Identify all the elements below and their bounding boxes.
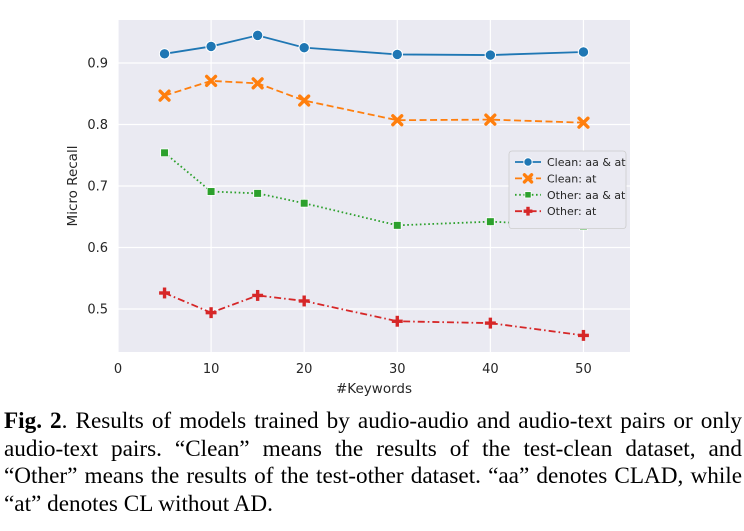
figure-label: Fig. 2 (4, 408, 62, 434)
data-point (391, 48, 403, 61)
data-point (577, 329, 589, 341)
data-point (391, 315, 403, 327)
y-tick-label: 0.9 (87, 57, 108, 72)
x-axis-title: #Keywords (336, 381, 412, 397)
data-point (252, 289, 264, 301)
y-tick-label: 0.6 (87, 241, 108, 256)
data-point (299, 198, 309, 208)
legend-swatch-marker (524, 191, 532, 199)
data-point (205, 307, 217, 319)
data-point (158, 48, 171, 60)
data-point (298, 41, 310, 54)
data-point (484, 317, 496, 329)
data-point (251, 29, 264, 42)
data-point (251, 77, 264, 90)
legend-box (508, 150, 627, 229)
data-point (159, 287, 171, 299)
y-tick-label: 0.8 (87, 118, 108, 133)
data-point (205, 40, 217, 53)
data-point (206, 187, 216, 196)
y-tick-labels: 0.5 0.6 0.7 0.8 0.9 (87, 57, 108, 318)
data-point (204, 74, 218, 87)
x-tick-label: 10 (203, 362, 220, 377)
data-point (392, 221, 402, 230)
data-point (298, 295, 310, 307)
x-tick-label: 40 (482, 362, 499, 377)
caption-text: . Results of models trained by audio-aud… (4, 408, 743, 517)
x-tick-label: 50 (575, 362, 592, 377)
legend-swatch-marker (523, 157, 533, 167)
y-tick-label: 0.7 (87, 180, 108, 195)
legend-label: Clean: aa & at (547, 156, 626, 169)
data-point (253, 189, 262, 198)
legend-label: Other: at (547, 205, 597, 218)
data-point (298, 94, 311, 107)
data-point (160, 148, 169, 158)
line-chart: 0 10 20 30 40 50 0.5 0.6 0.7 0.8 0.9 #Keywords Mi… (65, 20, 630, 397)
y-axis-title: Micro Recall (65, 146, 81, 227)
data-point (484, 49, 497, 61)
legend-label: Clean: at (547, 172, 597, 185)
data-point (577, 116, 590, 129)
series-markers (158, 29, 590, 341)
data-point (486, 217, 495, 226)
x-tick-labels: 0 10 20 30 40 50 (114, 362, 592, 377)
x-tick-label: 30 (389, 362, 406, 377)
legend-swatch-marker (523, 206, 533, 216)
legend: Clean: aa & at Clean: at Other: aa & at Oth… (508, 150, 627, 229)
data-point (577, 46, 590, 58)
x-tick-label: 0 (114, 362, 122, 377)
legend-label: Other: aa & at (547, 189, 626, 202)
figure-caption: Fig. 2. Results of models trained by aud… (4, 408, 742, 518)
y-tick-label: 0.5 (87, 302, 108, 317)
legend-swatch-marker (522, 173, 534, 184)
x-tick-label: 20 (296, 362, 313, 377)
data-point (484, 113, 497, 126)
data-point (391, 114, 404, 127)
data-point (158, 89, 171, 102)
